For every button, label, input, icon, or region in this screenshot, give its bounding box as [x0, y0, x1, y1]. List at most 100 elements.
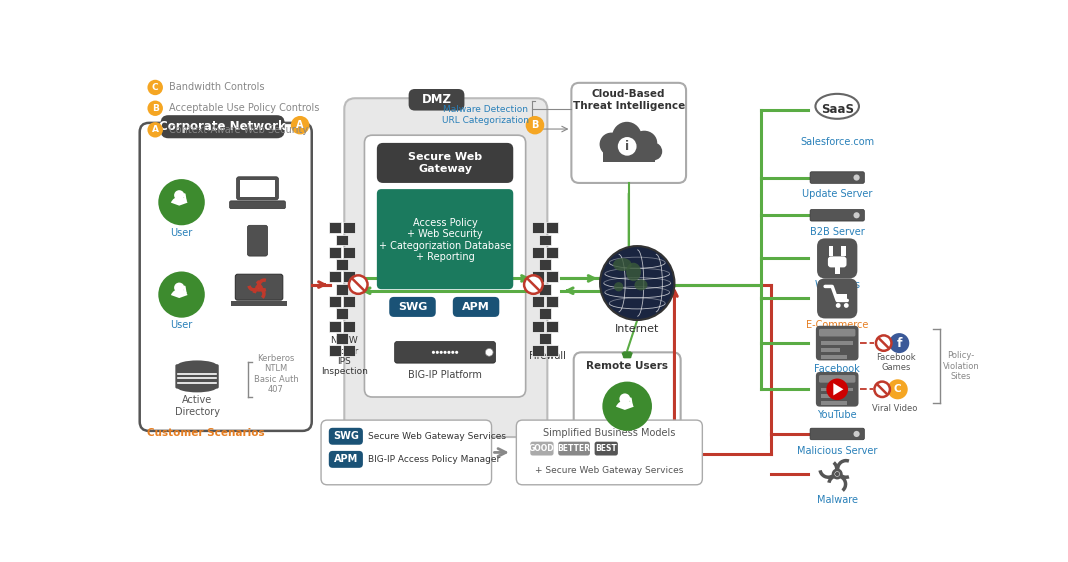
Ellipse shape [177, 360, 217, 371]
FancyBboxPatch shape [248, 225, 268, 256]
FancyBboxPatch shape [817, 238, 858, 278]
FancyBboxPatch shape [810, 210, 864, 221]
Bar [343, 346, 355, 356]
FancyBboxPatch shape [453, 297, 500, 317]
Bar [239, 180, 276, 197]
FancyBboxPatch shape [595, 442, 618, 456]
Bar [532, 271, 544, 282]
Circle shape [525, 116, 545, 134]
Text: YouTube: YouTube [817, 410, 857, 420]
Circle shape [174, 283, 185, 293]
Text: APM: APM [462, 302, 490, 312]
Bar [336, 284, 348, 294]
Bar [336, 234, 348, 245]
Circle shape [844, 303, 849, 308]
Bar [821, 355, 847, 359]
Wedge shape [171, 197, 188, 206]
Bar [231, 301, 287, 306]
Bar [343, 222, 355, 233]
Ellipse shape [812, 96, 831, 117]
Bar [814, 110, 861, 120]
Bar [532, 296, 544, 307]
Text: SWG: SWG [397, 302, 427, 312]
Circle shape [174, 190, 185, 200]
FancyBboxPatch shape [160, 115, 285, 138]
Circle shape [436, 351, 439, 354]
Text: + Secure Web Gateway Services: + Secure Web Gateway Services [535, 466, 684, 475]
Text: Malware: Malware [817, 495, 858, 505]
Circle shape [835, 472, 839, 476]
Bar [336, 259, 348, 270]
Text: i: i [625, 140, 629, 153]
Bar [546, 222, 559, 233]
Circle shape [600, 246, 675, 320]
FancyBboxPatch shape [816, 326, 859, 360]
Bar [329, 271, 341, 282]
Text: E-Commerce: E-Commerce [806, 320, 868, 330]
Circle shape [147, 101, 163, 116]
FancyBboxPatch shape [344, 98, 548, 437]
Text: Malware Detection
URL Categorization: Malware Detection URL Categorization [442, 106, 529, 125]
FancyBboxPatch shape [329, 451, 363, 468]
Text: Internet: Internet [615, 324, 659, 334]
Bar [546, 321, 559, 332]
FancyBboxPatch shape [819, 375, 855, 383]
FancyBboxPatch shape [516, 420, 703, 485]
Bar [821, 348, 841, 352]
Text: Malicious Server: Malicious Server [797, 446, 878, 456]
Bar [821, 388, 853, 391]
Bar [343, 321, 355, 332]
FancyBboxPatch shape [810, 172, 864, 183]
Circle shape [876, 336, 892, 351]
Bar [546, 247, 559, 257]
Ellipse shape [634, 279, 647, 291]
Circle shape [836, 303, 841, 308]
Ellipse shape [612, 122, 642, 152]
Text: BETTER: BETTER [557, 444, 591, 453]
Text: SWG: SWG [333, 431, 359, 441]
Circle shape [619, 393, 630, 404]
Circle shape [158, 179, 205, 225]
Text: A: A [297, 120, 304, 130]
Circle shape [853, 174, 860, 180]
Wedge shape [616, 401, 633, 410]
Text: B: B [531, 120, 538, 130]
Circle shape [853, 431, 860, 437]
Text: B2B Server: B2B Server [810, 227, 865, 237]
Text: Web APIs: Web APIs [815, 280, 860, 291]
Circle shape [455, 351, 458, 354]
Bar [343, 247, 355, 257]
Bar [343, 296, 355, 307]
FancyBboxPatch shape [810, 428, 864, 439]
FancyBboxPatch shape [817, 278, 858, 319]
Text: C: C [894, 384, 901, 395]
Text: Salesforce.com: Salesforce.com [800, 137, 875, 147]
FancyBboxPatch shape [364, 135, 525, 397]
FancyBboxPatch shape [389, 297, 436, 317]
Bar [329, 247, 341, 257]
FancyBboxPatch shape [377, 189, 514, 289]
Circle shape [256, 285, 262, 291]
Ellipse shape [850, 102, 866, 117]
FancyBboxPatch shape [623, 351, 631, 359]
Bar [546, 346, 559, 356]
Bar [546, 271, 559, 282]
Ellipse shape [599, 133, 623, 156]
Bar [835, 268, 839, 274]
Text: Secure Web
Gateway: Secure Web Gateway [408, 152, 482, 174]
Bar [329, 346, 341, 356]
FancyBboxPatch shape [329, 428, 363, 445]
Ellipse shape [822, 87, 847, 114]
Ellipse shape [645, 143, 662, 160]
FancyBboxPatch shape [321, 420, 491, 485]
Circle shape [452, 351, 454, 354]
Bar [539, 333, 551, 344]
Text: B: B [152, 104, 159, 113]
Text: APM: APM [333, 454, 358, 464]
FancyBboxPatch shape [531, 442, 553, 456]
Text: Acceptable Use Policy Controls: Acceptable Use Policy Controls [169, 103, 319, 114]
Bar [539, 309, 551, 319]
Ellipse shape [177, 382, 217, 392]
Text: Simplified Business Models: Simplified Business Models [544, 428, 676, 438]
Bar [539, 234, 551, 245]
